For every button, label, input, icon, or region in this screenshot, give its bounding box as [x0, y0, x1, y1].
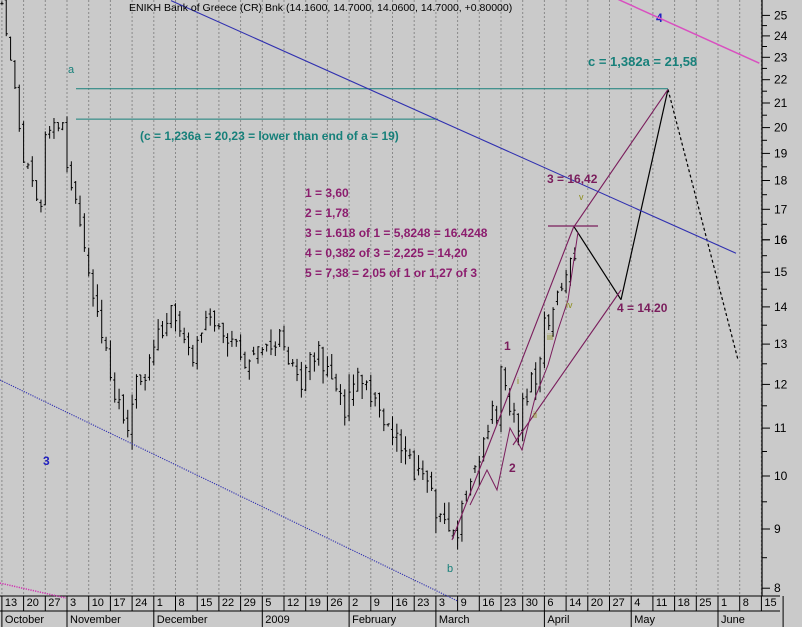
svg-text:2: 2: [352, 597, 358, 609]
svg-text:4 = 14.20: 4 = 14.20: [617, 301, 668, 315]
svg-text:11: 11: [656, 597, 667, 609]
svg-text:3: 3: [70, 597, 76, 609]
svg-text:i: i: [517, 376, 519, 386]
svg-text:15: 15: [200, 597, 212, 609]
svg-text:15: 15: [764, 597, 776, 609]
svg-text:19: 19: [774, 146, 788, 160]
svg-text:23: 23: [504, 597, 516, 609]
svg-text:8: 8: [774, 581, 781, 595]
svg-text:23: 23: [774, 50, 788, 64]
svg-text:b: b: [447, 563, 453, 575]
svg-text:23: 23: [417, 597, 429, 609]
svg-text:1: 1: [721, 597, 727, 609]
svg-text:9: 9: [774, 522, 781, 536]
svg-text:1 = 3,60: 1 = 3,60: [305, 186, 349, 200]
svg-text:a: a: [68, 64, 75, 76]
svg-text:4 = 0,382 of 3 = 2,225 = 14,2: 4 = 0,382 of 3 = 2,225 = 14,20: [305, 246, 468, 260]
svg-text:iv: iv: [566, 300, 573, 310]
svg-text:10: 10: [774, 469, 788, 483]
svg-text:iii: iii: [547, 332, 553, 342]
svg-text:20: 20: [27, 597, 39, 609]
svg-text:March: March: [439, 614, 470, 626]
svg-text:18: 18: [678, 597, 690, 609]
svg-text:8: 8: [743, 597, 749, 609]
svg-text:12: 12: [774, 377, 788, 391]
svg-text:9: 9: [374, 597, 380, 609]
svg-text:June: June: [721, 614, 745, 626]
svg-text:14: 14: [774, 300, 788, 314]
svg-text:13: 13: [774, 337, 788, 351]
svg-text:1: 1: [504, 339, 511, 353]
svg-text:April: April: [547, 614, 569, 626]
svg-text:(c = 1,236a = 20,23 = lower th: (c = 1,236a = 20,23 = lower than end of …: [140, 129, 399, 143]
svg-text:16: 16: [482, 597, 494, 609]
svg-text:20: 20: [591, 597, 603, 609]
svg-text:19: 19: [309, 597, 321, 609]
svg-text:8: 8: [179, 597, 185, 609]
svg-text:November: November: [70, 614, 121, 626]
svg-text:ENIKH Bank of Greece (CR) Bnk: ENIKH Bank of Greece (CR) Bnk (14.1600, …: [129, 2, 512, 14]
svg-text:18: 18: [774, 174, 788, 188]
svg-text:2: 2: [509, 461, 516, 475]
svg-text:c = 1,382a = 21,58: c = 1,382a = 21,58: [588, 54, 697, 69]
svg-text:25: 25: [699, 597, 711, 609]
svg-text:11: 11: [774, 421, 787, 435]
svg-text:1: 1: [157, 597, 163, 609]
svg-text:14: 14: [569, 597, 581, 609]
svg-text:3: 3: [439, 597, 445, 609]
svg-text:2009: 2009: [265, 614, 289, 626]
svg-text:6: 6: [547, 597, 553, 609]
svg-text:25: 25: [774, 8, 788, 22]
svg-text:30: 30: [526, 597, 538, 609]
svg-text:12: 12: [287, 597, 299, 609]
svg-text:3: 3: [43, 454, 50, 468]
svg-text:5 = 7,38 = 2,05 of 1 or 1,27 o: 5 = 7,38 = 2,05 of 1 or 1,27 of 3: [305, 266, 477, 280]
svg-text:27: 27: [613, 597, 625, 609]
svg-text:4: 4: [634, 597, 640, 609]
svg-text:24: 24: [774, 29, 788, 43]
svg-text:v: v: [579, 192, 584, 202]
svg-text:27: 27: [48, 597, 60, 609]
svg-text:3 = 16,42: 3 = 16,42: [547, 172, 598, 186]
svg-text:May: May: [634, 614, 655, 626]
svg-text:October: October: [5, 614, 44, 626]
svg-text:16: 16: [396, 597, 408, 609]
svg-text:17: 17: [774, 202, 788, 216]
svg-text:5: 5: [265, 597, 271, 609]
svg-text:24: 24: [135, 597, 147, 609]
svg-text:29: 29: [244, 597, 256, 609]
svg-text:ii: ii: [533, 410, 537, 420]
svg-text:13: 13: [5, 597, 17, 609]
svg-text:17: 17: [113, 597, 125, 609]
svg-text:10: 10: [92, 597, 104, 609]
svg-text:26: 26: [330, 597, 342, 609]
svg-text:2 = 1,78: 2 = 1,78: [305, 206, 349, 220]
svg-text:22: 22: [222, 597, 234, 609]
svg-text:15: 15: [774, 265, 788, 279]
svg-text:February: February: [352, 614, 397, 626]
svg-text:16: 16: [774, 233, 788, 247]
svg-text:22: 22: [774, 73, 788, 87]
svg-text:20: 20: [774, 121, 788, 135]
svg-text:9: 9: [461, 597, 467, 609]
svg-text:December: December: [157, 614, 208, 626]
svg-text:3 = 1.618 of 1 = 5,8248 = 16.4: 3 = 1.618 of 1 = 5,8248 = 16.4248: [305, 226, 488, 240]
svg-text:21: 21: [774, 96, 788, 110]
